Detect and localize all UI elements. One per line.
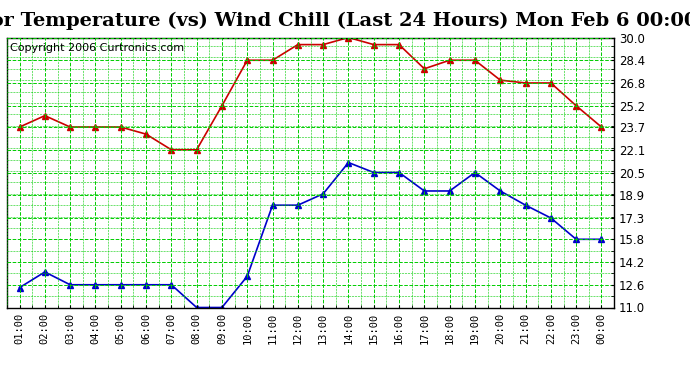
Text: Copyright 2006 Curtronics.com: Copyright 2006 Curtronics.com — [10, 43, 184, 53]
Text: Outdoor Temperature (vs) Wind Chill (Last 24 Hours) Mon Feb 6 00:00: Outdoor Temperature (vs) Wind Chill (Las… — [0, 11, 690, 30]
